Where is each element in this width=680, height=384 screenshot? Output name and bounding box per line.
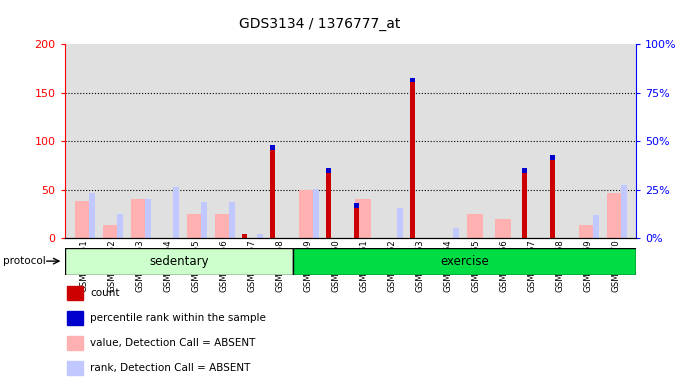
Bar: [410, 80, 415, 238]
Bar: [65, 248, 293, 275]
Bar: [453, 228, 459, 238]
Bar: [299, 190, 315, 238]
Bar: [593, 215, 599, 238]
Bar: [326, 168, 331, 173]
Bar: [201, 202, 207, 238]
Bar: [187, 214, 203, 238]
Bar: [550, 155, 555, 160]
Bar: [145, 199, 151, 238]
Bar: [270, 146, 275, 150]
Bar: [67, 336, 84, 349]
Bar: [354, 205, 359, 238]
Text: count: count: [90, 288, 120, 298]
Bar: [67, 286, 84, 300]
Bar: [355, 199, 371, 238]
Text: sedentary: sedentary: [149, 255, 209, 268]
Bar: [117, 214, 123, 238]
Bar: [495, 219, 511, 238]
Bar: [550, 157, 555, 238]
Bar: [89, 194, 95, 238]
Bar: [270, 148, 275, 238]
Bar: [467, 214, 483, 238]
Bar: [410, 78, 415, 83]
Bar: [257, 234, 263, 238]
Text: value, Detection Call = ABSENT: value, Detection Call = ABSENT: [90, 338, 256, 348]
Bar: [229, 202, 235, 238]
Bar: [131, 199, 146, 238]
Bar: [67, 311, 84, 324]
Text: exercise: exercise: [440, 255, 489, 268]
Bar: [607, 192, 622, 238]
Text: protocol: protocol: [3, 256, 46, 266]
Bar: [313, 189, 319, 238]
Bar: [75, 201, 90, 238]
Bar: [242, 234, 247, 238]
Bar: [522, 168, 527, 173]
Bar: [293, 248, 636, 275]
Bar: [103, 225, 118, 238]
Bar: [522, 170, 527, 238]
Bar: [354, 203, 359, 207]
Bar: [621, 185, 627, 238]
Text: rank, Detection Call = ABSENT: rank, Detection Call = ABSENT: [90, 362, 251, 373]
Bar: [579, 225, 594, 238]
Text: percentile rank within the sample: percentile rank within the sample: [90, 313, 266, 323]
Bar: [215, 214, 231, 238]
Text: GDS3134 / 1376777_at: GDS3134 / 1376777_at: [239, 17, 401, 31]
Bar: [326, 170, 331, 238]
Bar: [67, 361, 84, 374]
Bar: [173, 187, 179, 238]
Bar: [397, 208, 403, 238]
